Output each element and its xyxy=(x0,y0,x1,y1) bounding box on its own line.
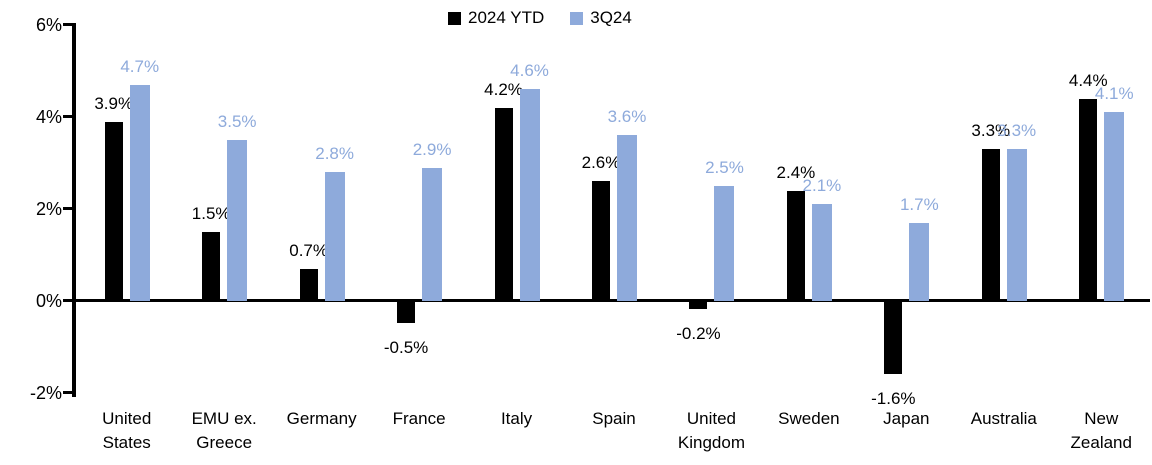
legend-item-2024-ytd: 2024 YTD xyxy=(448,8,544,28)
value-label-3q24-united-kingdom: 2.5% xyxy=(705,158,744,177)
value-label-3q24-emu-ex-greece: 3.5% xyxy=(217,112,257,131)
value-label-2024-ytd-italy: 4.2% xyxy=(484,79,523,99)
tick-mark-0 xyxy=(63,299,76,302)
legend-item-3q24: 3Q24 xyxy=(570,8,632,28)
legend-label-3q24: 3Q24 xyxy=(590,8,632,27)
category-label-spain: Spain xyxy=(592,409,636,428)
category-group-italy: 4.2% 4.6% Italy xyxy=(468,0,565,465)
bar-3q24-germany xyxy=(324,172,345,301)
category-group-sweden: 2.4% 2.1% Sweden xyxy=(760,0,857,465)
value-label-2024-ytd-sweden: 2.4% xyxy=(776,162,816,182)
category-group-emu-ex-greece: 1.5% 3.5% EMU ex. Greece xyxy=(175,0,272,465)
category-group-united-kingdom: -0.2% 2.5% United Kingdom xyxy=(663,0,760,465)
legend-label-2024-ytd: 2024 YTD xyxy=(468,8,545,27)
value-label-2024-ytd-france: -0.5% xyxy=(383,338,429,357)
category-label-sweden: Sweden xyxy=(778,409,840,428)
category-label-france: France xyxy=(392,409,446,428)
category-group-japan: -1.6% 1.7% Japan xyxy=(858,0,955,465)
bar-3q24-france xyxy=(422,167,443,301)
value-label-2024-ytd-united-kingdom: -0.2% xyxy=(676,324,721,344)
category-group-australia: 3.3% 3.3% Australia xyxy=(955,0,1052,465)
legend-swatch-2024-ytd xyxy=(448,11,461,25)
category-group-united-states: 3.9% 4.7% United States xyxy=(78,0,175,465)
value-label-3q24-france: 2.9% xyxy=(412,139,452,159)
value-label-3q24-australia: 3.3% xyxy=(997,121,1037,141)
bar-2024-ytd-emu-ex-greece xyxy=(202,232,221,301)
category-group-germany: 0.7% 2.8% Germany xyxy=(273,0,370,465)
plot-area: 3.9% 4.7% United States 1.5% 3.5% EMU ex. Greec… xyxy=(78,0,1150,465)
tick-mark-2 xyxy=(63,391,76,394)
bar-3q24-italy xyxy=(519,89,540,301)
bar-3q24-spain xyxy=(616,135,637,301)
tick-label-6: 6% xyxy=(35,15,62,35)
category-label-united-states: United States xyxy=(102,409,152,452)
tick-mark-2 xyxy=(63,207,76,210)
bar-2024-ytd-france xyxy=(397,300,416,323)
bar-3q24-united-kingdom xyxy=(714,186,735,301)
category-group-new-zealand: 4.4% 4.1% New Zealand xyxy=(1053,0,1150,465)
bar-2024-ytd-united-states xyxy=(104,121,123,301)
tick-label-4: 4% xyxy=(35,107,62,127)
category-label-italy: Italy xyxy=(500,409,533,428)
legend: 2024 YTD 3Q24 xyxy=(448,8,632,28)
bar-3q24-emu-ex-greece xyxy=(227,140,248,301)
value-label-2024-ytd-emu-ex-greece: 1.5% xyxy=(191,204,231,223)
tick-mark-6 xyxy=(63,23,76,26)
value-label-2024-ytd-germany: 0.7% xyxy=(289,240,328,260)
bar-2024-ytd-japan xyxy=(884,300,903,374)
tick-mark-4 xyxy=(63,115,76,118)
tick-label-2: 2% xyxy=(35,199,62,219)
bar-2024-ytd-australia xyxy=(981,149,1000,301)
bar-3q24-new-zealand xyxy=(1104,112,1125,301)
bar-2024-ytd-sweden xyxy=(786,190,805,301)
value-label-3q24-spain: 3.6% xyxy=(607,107,647,127)
value-label-2024-ytd-united-states: 3.9% xyxy=(94,93,134,113)
category-label-united-kingdom: United Kingdom xyxy=(677,409,745,452)
category-label-new-zealand: New Zealand xyxy=(1070,409,1132,452)
value-label-3q24-italy: 4.6% xyxy=(510,61,549,81)
category-label-emu-ex-greece: EMU ex. Greece xyxy=(191,409,257,452)
tick-label-2: -2% xyxy=(29,383,62,403)
bar-2024-ytd-italy xyxy=(494,107,513,301)
value-label-3q24-new-zealand: 4.1% xyxy=(1094,84,1134,104)
category-label-japan: Japan xyxy=(883,409,930,428)
bar-2024-ytd-spain xyxy=(591,181,610,301)
bar-2024-ytd-germany xyxy=(299,268,318,301)
bar-3q24-sweden xyxy=(811,204,832,301)
category-group-france: -0.5% 2.9% France xyxy=(370,0,467,465)
bar-2024-ytd-united-kingdom xyxy=(689,300,708,310)
value-label-2024-ytd-australia: 3.3% xyxy=(971,121,1011,141)
category-group-spain: 2.6% 3.6% Spain xyxy=(565,0,662,465)
legend-swatch-3q24 xyxy=(570,11,584,25)
x-axis-baseline xyxy=(74,299,1150,302)
bar-2024-ytd-new-zealand xyxy=(1079,98,1098,301)
category-label-australia: Australia xyxy=(970,409,1037,428)
category-label-germany: Germany xyxy=(286,409,357,428)
value-label-3q24-united-states: 4.7% xyxy=(120,56,160,76)
bar-3q24-united-states xyxy=(129,84,150,301)
value-label-2024-ytd-spain: 2.6% xyxy=(581,153,621,173)
value-label-3q24-japan: 1.7% xyxy=(899,194,939,214)
value-label-3q24-sweden: 2.1% xyxy=(802,176,842,196)
bar-3q24-japan xyxy=(909,222,930,301)
bar-3q24-australia xyxy=(1006,149,1027,301)
y-axis-line xyxy=(72,23,76,397)
value-label-2024-ytd-new-zealand: 4.4% xyxy=(1068,70,1108,90)
value-label-3q24-germany: 2.8% xyxy=(315,144,354,164)
tick-label-0: 0% xyxy=(35,291,62,311)
value-label-2024-ytd-japan: -1.6% xyxy=(871,388,916,408)
